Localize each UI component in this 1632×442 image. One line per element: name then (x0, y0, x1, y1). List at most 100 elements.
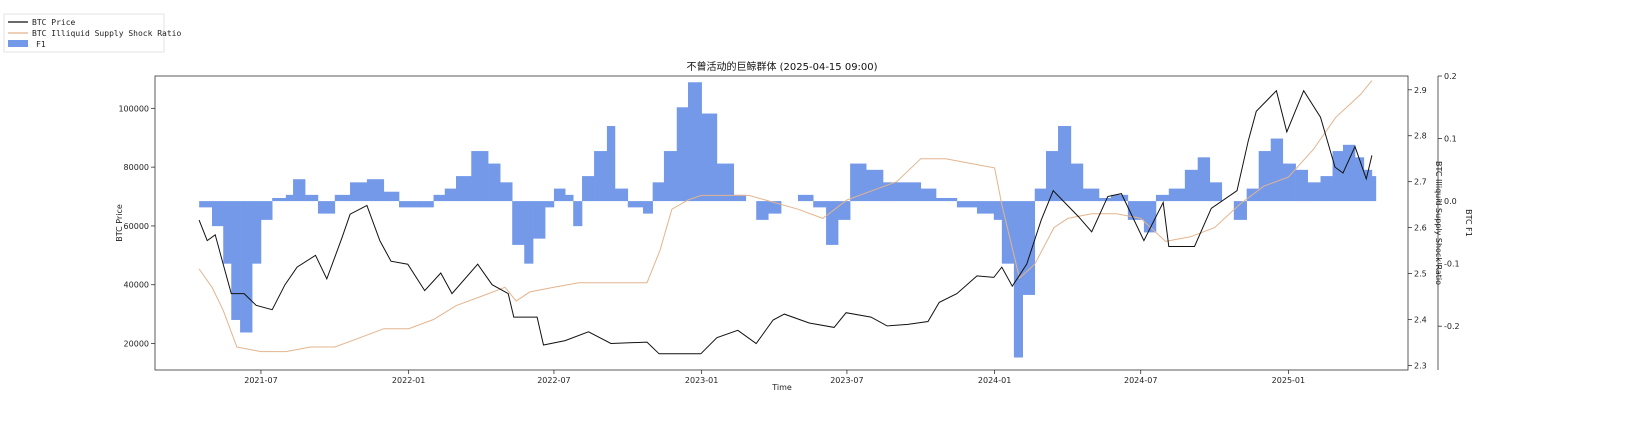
f1-bar (573, 201, 583, 227)
f1-bar (1058, 126, 1072, 202)
f1-bar (838, 201, 851, 220)
f1-bar (614, 188, 629, 202)
f1-bar (920, 188, 937, 202)
y-right2-tick-label: -0.2 (1444, 322, 1460, 331)
f1-bar (687, 82, 702, 202)
y-axis-right1: 2.3 2.4 2.5 2.6 2.7 2.8 2.9 (1408, 86, 1427, 370)
f1-bar (545, 201, 555, 208)
y-left-tick-label: 80000 (124, 163, 149, 172)
f1-bar (553, 188, 566, 202)
f1-bar (883, 182, 905, 202)
f1-bar (565, 194, 574, 202)
y-axis-right2: -0.2 -0.1 0.0 0.1 0.2 (1438, 72, 1460, 331)
y-right1-tick-label: 2.6 (1414, 224, 1427, 233)
f1-bar (993, 201, 1003, 220)
ratio-line-series (198, 80, 1373, 353)
f1-bar (399, 201, 421, 208)
f1-bar (1184, 169, 1198, 202)
f1-bar (500, 182, 513, 202)
f1-bar (976, 201, 995, 214)
y-right1-tick-label: 2.7 (1414, 178, 1427, 187)
y-right2-tick-label: 0.0 (1444, 197, 1457, 206)
y-left-tick-label: 60000 (124, 222, 149, 231)
y-right2-tick-label: 0.1 (1444, 135, 1457, 144)
f1-bar (199, 201, 213, 208)
x-axis: 2021-07 2022-01 2022-07 2023-01 2023-07 2024-… (244, 370, 1305, 385)
f1-bar (1307, 182, 1321, 202)
f1-bar (813, 201, 827, 208)
f1-bar (850, 163, 867, 202)
x-tick-label: 2022-01 (392, 376, 425, 385)
f1-bar (211, 201, 224, 227)
f1-bar (1209, 182, 1223, 202)
legend-frame (3, 13, 165, 53)
f1-bar (1013, 201, 1024, 358)
legend-label-price: BTC Price (32, 18, 76, 27)
y-right1-tick-label: 2.8 (1414, 132, 1427, 141)
f1-bar (1371, 176, 1377, 202)
x-tick-label: 2023-07 (830, 376, 863, 385)
y-left-tick-label: 20000 (124, 340, 149, 349)
y-axis-right2-title: BTC F1 (1464, 209, 1473, 237)
f1-bar (1070, 163, 1084, 202)
chart-title: 不曾活动的巨鲸群体 (2025-04-15 09:00) (686, 60, 877, 73)
f1-bar (305, 194, 319, 202)
f1-bar (433, 194, 446, 202)
f1-bar (1098, 197, 1112, 202)
y-axis-left-title: BTC Price (115, 204, 124, 242)
f1-bar (903, 182, 922, 202)
f1-bar (1332, 151, 1344, 202)
y-axis-right1-title: BTC Illiquid Supply Shock Ratio (1434, 161, 1443, 285)
f1-bar (1168, 188, 1186, 202)
x-axis-title: Time (771, 383, 792, 392)
f1-bar (627, 201, 644, 208)
f1-bar (1197, 157, 1211, 202)
f1-bar (223, 201, 232, 264)
y-axis-left: 20000 40000 60000 80000 100000 (118, 104, 155, 349)
f1-bar (701, 113, 718, 202)
f1-bar (1363, 169, 1373, 202)
x-tick-label: 2025-01 (1272, 376, 1305, 385)
f1-bar (444, 188, 457, 202)
price-line-series (198, 89, 1373, 355)
f1-bar (606, 126, 616, 202)
f1-bar (1282, 163, 1296, 202)
f1-bar (1082, 188, 1100, 202)
f1-bar (652, 182, 665, 202)
f1-area-series (199, 82, 1377, 358)
legend-label-ratio: BTC Illiquid Supply Shock Ratio (32, 29, 181, 38)
y-left-tick-label: 100000 (118, 104, 149, 113)
f1-bar (797, 194, 814, 202)
f1-bar (260, 201, 273, 220)
f1-bar (456, 176, 472, 202)
f1-bar (582, 176, 595, 202)
y-right1-tick-label: 2.5 (1414, 270, 1427, 279)
y-right2-tick-label: 0.2 (1444, 72, 1457, 81)
f1-bar (252, 201, 262, 264)
y-right2-tick-label: -0.1 (1444, 260, 1460, 269)
f1-bar (293, 179, 306, 202)
f1-bar (1295, 169, 1308, 202)
f1-bar (1045, 151, 1059, 202)
f1-bar (866, 169, 884, 202)
legend-label-f1: F1 (36, 40, 46, 49)
f1-bar (231, 201, 241, 320)
f1-bar (317, 201, 336, 214)
f1-bar (240, 201, 253, 333)
f1-bar (716, 163, 735, 202)
y-right1-tick-label: 2.4 (1414, 315, 1427, 324)
f1-bar (643, 201, 653, 214)
legend: BTC Price BTC Illiquid Supply Shock Rati… (3, 13, 181, 53)
f1-bar (733, 194, 747, 202)
f1-bar (1233, 201, 1247, 220)
price-line (198, 89, 1373, 355)
f1-bar (768, 201, 782, 214)
f1-bar (936, 197, 958, 202)
f1-bar (663, 151, 678, 202)
legend-swatch-f1 (8, 40, 28, 47)
f1-bar (471, 151, 489, 202)
f1-bar (488, 163, 501, 202)
x-tick-label: 2022-07 (537, 376, 570, 385)
f1-bar (512, 201, 525, 245)
